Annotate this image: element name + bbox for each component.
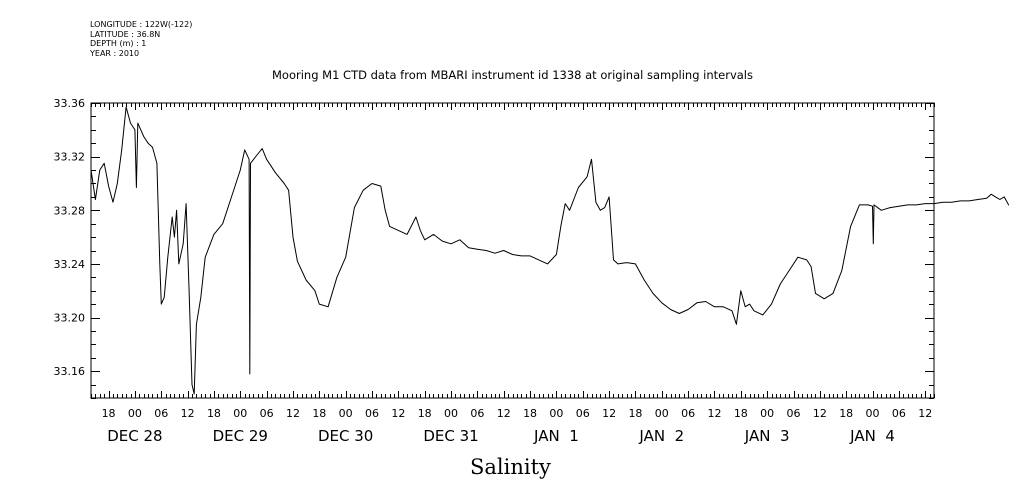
x-day-label: DEC 28: [107, 427, 162, 445]
x-day-label: DEC 31: [423, 427, 478, 445]
x-hour-label: 18: [418, 407, 432, 420]
x-hour-label: 00: [339, 407, 353, 420]
y-tick-label: 33.36: [54, 97, 86, 110]
metadata-block: LONGITUDE : 122W(-122) LATITUDE : 36.8N …: [90, 20, 192, 58]
x-hour-label: 06: [787, 407, 801, 420]
x-hour-label: 18: [734, 407, 748, 420]
x-hour-label: 12: [707, 407, 721, 420]
x-hour-label: 18: [207, 407, 221, 420]
y-tick-label: 33.28: [54, 204, 86, 217]
longitude-label: LONGITUDE : 122W(-122): [90, 20, 193, 29]
x-day-label: JAN 4: [849, 427, 895, 445]
y-tick-label: 33.16: [54, 365, 86, 378]
x-day-label: DEC 29: [213, 427, 268, 445]
x-hour-label: 18: [102, 407, 116, 420]
plot-frame: [90, 102, 935, 399]
x-hour-label: 18: [523, 407, 537, 420]
x-hour-label: 00: [655, 407, 669, 420]
x-hour-label: 12: [918, 407, 932, 420]
y-tick-label: 33.24: [54, 258, 86, 271]
x-hour-label: 00: [866, 407, 880, 420]
x-day-label: JAN 2: [638, 427, 684, 445]
variable-label: Salinity: [470, 455, 551, 479]
x-hour-label: 18: [312, 407, 326, 420]
x-hour-label: 18: [839, 407, 853, 420]
x-day-label: JAN 1: [533, 427, 579, 445]
x-hour-label: 12: [602, 407, 616, 420]
chart-title: Mooring M1 CTD data from MBARI instrumen…: [272, 68, 753, 82]
x-hour-label: 00: [233, 407, 247, 420]
x-hour-label: 00: [549, 407, 563, 420]
y-tick-label: 33.20: [54, 312, 86, 325]
x-hour-label: 06: [681, 407, 695, 420]
x-hour-label: 12: [391, 407, 405, 420]
x-hour-label: 00: [444, 407, 458, 420]
x-hour-label: 00: [128, 407, 142, 420]
depth-label: DEPTH (m) : 1: [90, 39, 147, 48]
x-hour-label: 12: [497, 407, 511, 420]
x-hour-label: 06: [892, 407, 906, 420]
x-hour-label: 06: [365, 407, 379, 420]
x-hour-label: 12: [181, 407, 195, 420]
x-hour-label: 06: [154, 407, 168, 420]
x-day-label: DEC 30: [318, 427, 373, 445]
x-hour-label: 06: [470, 407, 484, 420]
x-hour-label: 12: [286, 407, 300, 420]
x-day-label: JAN 3: [744, 427, 790, 445]
x-hour-label: 18: [628, 407, 642, 420]
x-hour-label: 06: [260, 407, 274, 420]
salinity-series-line: [90, 106, 1009, 395]
latitude-label: LATITUDE : 36.8N: [90, 29, 161, 39]
y-tick-label: 33.32: [54, 151, 86, 164]
x-hour-label: 12: [813, 407, 827, 420]
x-hour-label: 06: [576, 407, 590, 420]
year-label: YEAR : 2010: [90, 48, 140, 58]
x-hour-label: 00: [760, 407, 774, 420]
